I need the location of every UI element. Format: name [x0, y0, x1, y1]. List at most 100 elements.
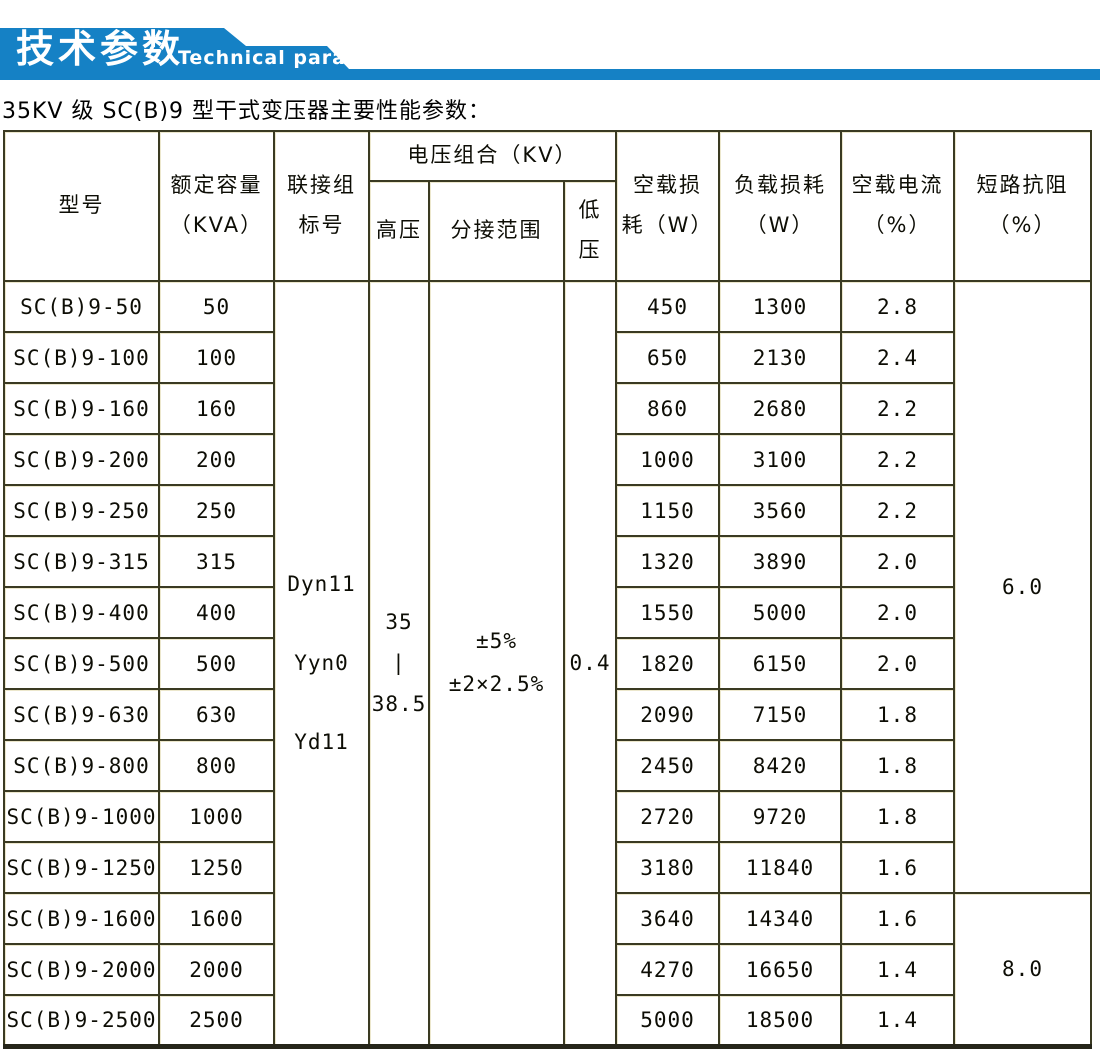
load-loss-cell: 2680 — [718, 382, 842, 435]
header-row-sub: 高压 分接范围 低 压 — [4, 180, 1091, 282]
no-load-loss-cell: 1150 — [615, 484, 720, 537]
model-cell: SC(B)9-100 — [3, 331, 160, 384]
model-cell: SC(B)9-1600 — [3, 892, 160, 945]
no-load-loss-cell: 3180 — [615, 841, 720, 894]
tap-range-value: ±2×2.5% — [448, 672, 545, 697]
banner-title-en: Technical parameter — [178, 47, 415, 69]
connection-label: Yyn0 — [294, 650, 349, 675]
capacity-cell: 160 — [158, 382, 275, 435]
no-load-current-cell: 1.6 — [840, 892, 955, 945]
load-loss-cell: 14340 — [718, 892, 842, 945]
no-load-loss-cell: 1550 — [615, 586, 720, 639]
no-load-current-cell: 1.8 — [840, 790, 955, 843]
model-cell: SC(B)9-500 — [3, 637, 160, 690]
model-cell: SC(B)9-800 — [3, 739, 160, 792]
no-load-current-cell: 2.2 — [840, 484, 955, 537]
hv-value: 35 — [385, 609, 413, 634]
impedance-merged-cell-top: 6.0 — [953, 280, 1092, 894]
banner-title-zh: 技术参数 — [16, 27, 185, 71]
impedance-merged-cell-bottom: 8.0 — [953, 892, 1092, 1047]
capacity-cell: 400 — [158, 586, 275, 639]
no-load-loss-cell: 2720 — [615, 790, 720, 843]
no-load-current-cell: 2.2 — [840, 382, 955, 435]
table-row: SC(B)9-500 500 1820 6150 2.0 — [3, 637, 1091, 690]
hv-merged-cell: 35 | 38.5 — [368, 280, 430, 1047]
capacity-cell: 800 — [158, 739, 275, 792]
no-load-current-cell: 1.8 — [840, 688, 955, 741]
capacity-cell: 1250 — [158, 841, 275, 894]
table-row: SC(B)9-315 315 1320 3890 2.0 — [3, 535, 1091, 588]
load-loss-cell: 6150 — [718, 637, 842, 690]
no-load-current-cell: 2.0 — [840, 637, 955, 690]
no-load-loss-cell: 1320 — [615, 535, 720, 588]
section-banner: 技术参数 Technical parameter — [0, 0, 1100, 84]
no-load-loss-cell: 5000 — [615, 994, 720, 1047]
model-cell: SC(B)9-160 — [3, 382, 160, 435]
header-connection: 联接组 标号 — [273, 130, 370, 282]
model-cell: SC(B)9-250 — [3, 484, 160, 537]
table-row: SC(B)9-630 630 2090 7150 1.8 — [3, 688, 1091, 741]
capacity-cell: 2000 — [158, 943, 275, 996]
no-load-loss-cell: 4270 — [615, 943, 720, 996]
capacity-cell: 2500 — [158, 994, 275, 1047]
header-load-loss: 负载损耗 （W） — [718, 130, 842, 282]
capacity-cell: 500 — [158, 637, 275, 690]
no-load-current-cell: 2.4 — [840, 331, 955, 384]
capacity-cell: 315 — [158, 535, 275, 588]
capacity-cell: 50 — [158, 280, 275, 333]
table-row: SC(B)9-1000 1000 2720 9720 1.8 — [3, 790, 1091, 843]
load-loss-cell: 1300 — [718, 280, 842, 333]
header-row-group: 型号 额定容量 （KVA） 联接组 标号 电压组合（KV） 空载损 耗（W） 负… — [3, 130, 1092, 282]
connection-label: Yd11 — [294, 729, 349, 754]
table-row: SC(B)9-200 200 1000 3100 2.2 — [3, 433, 1091, 486]
no-load-current-cell: 2.2 — [840, 433, 955, 486]
model-cell: SC(B)9-50 — [3, 280, 160, 333]
load-loss-cell: 9720 — [718, 790, 842, 843]
no-load-loss-cell: 2450 — [615, 739, 720, 792]
table-row: SC(B)9-800 800 2450 8420 1.8 — [3, 739, 1091, 792]
model-cell: SC(B)9-2000 — [3, 943, 160, 996]
header-no-load-current: 空载电流 （%） — [840, 130, 955, 282]
page-title: 35KV 级 SC(B)9 型干式变压器主要性能参数： — [2, 99, 492, 124]
no-load-current-cell: 1.6 — [840, 841, 955, 894]
header-capacity: 额定容量 （KVA） — [158, 130, 275, 282]
load-loss-cell: 3890 — [718, 535, 842, 588]
table-row: SC(B)9-1250 1250 3180 11840 1.6 — [3, 841, 1091, 894]
header-impedance: 短路抗阻 （%） — [953, 130, 1092, 282]
banner-ribbon-shape — [0, 28, 1100, 80]
header-lv: 低 压 — [563, 180, 617, 282]
no-load-loss-cell: 3640 — [615, 892, 720, 945]
table-row: SC(B)9-400 400 1550 5000 2.0 — [3, 586, 1091, 639]
no-load-loss-cell: 2090 — [615, 688, 720, 741]
table-row: SC(B)9-100 100 650 2130 2.4 — [3, 331, 1091, 384]
no-load-loss-cell: 650 — [615, 331, 720, 384]
no-load-loss-cell: 1820 — [615, 637, 720, 690]
table-row: SC(B)9-50 50 Dyn11 Yyn0 Yd11 35 | 38.5 ±… — [3, 280, 1092, 1047]
hv-stack: 35 | 38.5 — [371, 609, 427, 716]
tap-range-merged-cell: ±5% ±2×2.5% — [428, 280, 565, 1047]
table-row: SC(B)9-250 250 1150 3560 2.2 — [3, 484, 1091, 537]
no-load-current-cell: 1.4 — [840, 943, 955, 996]
load-loss-cell: 18500 — [718, 994, 842, 1047]
table-row: SC(B)9-2500 2500 5000 18500 1.4 — [3, 994, 1091, 1047]
parameter-table: 型号 额定容量 （KVA） 联接组 标号 电压组合（KV） 空载损 耗（W） 负… — [3, 130, 1092, 1049]
model-cell: SC(B)9-400 — [3, 586, 160, 639]
load-loss-cell: 5000 — [718, 586, 842, 639]
capacity-cell: 630 — [158, 688, 275, 741]
model-cell: SC(B)9-630 — [3, 688, 160, 741]
tap-range-stack: ±5% ±2×2.5% — [431, 629, 562, 697]
tap-range-value: ±5% — [476, 629, 517, 654]
model-cell: SC(B)9-1250 — [3, 841, 160, 894]
no-load-current-cell: 1.4 — [840, 994, 955, 1047]
no-load-current-cell: 1.8 — [840, 739, 955, 792]
no-load-loss-cell: 860 — [615, 382, 720, 435]
load-loss-cell: 16650 — [718, 943, 842, 996]
no-load-loss-cell: 450 — [615, 280, 720, 333]
connection-label: Dyn11 — [287, 571, 356, 596]
no-load-current-cell: 2.0 — [840, 535, 955, 588]
table-row: SC(B)9-1600 1600 3640 14340 1.6 8.0 — [3, 892, 1092, 1047]
hv-value: 38.5 — [371, 691, 427, 716]
header-hv: 高压 — [368, 180, 430, 282]
capacity-cell: 200 — [158, 433, 275, 486]
model-cell: SC(B)9-315 — [3, 535, 160, 588]
